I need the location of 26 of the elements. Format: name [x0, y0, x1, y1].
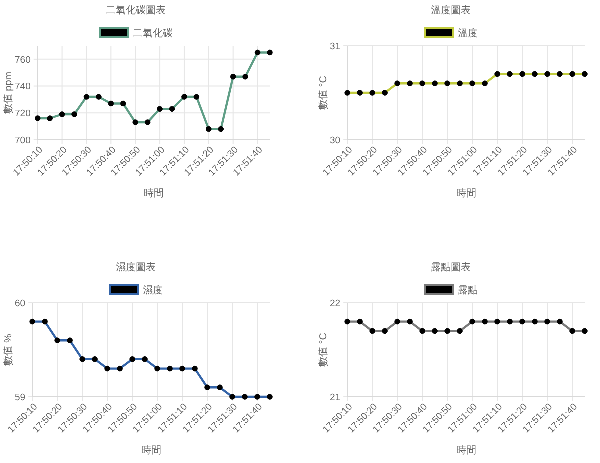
y-tick-label: 22 [330, 298, 341, 310]
chart-title: 濕度圖表 [116, 262, 156, 274]
y-tick-label: 21 [330, 392, 341, 404]
x-axis-title: 時間 [141, 444, 162, 456]
y-tick-label: 59 [15, 392, 26, 404]
chart-title: 露點圖表 [431, 262, 471, 274]
y-axis-title: 數值 ppm [2, 72, 14, 114]
y-tick-label: 60 [15, 298, 26, 310]
legend-label: 二氧化碳 [133, 28, 173, 40]
legend-label: 溫度 [458, 28, 478, 40]
x-axis-title: 時間 [456, 188, 476, 200]
legend-label: 露點 [458, 284, 478, 296]
y-tick-label: 760 [15, 54, 31, 66]
legend-label: 濕度 [143, 284, 163, 296]
chart-title: 溫度圖表 [431, 4, 471, 16]
y-tick-label: 30 [330, 135, 341, 146]
y-axis-title: 數值 % [2, 334, 14, 366]
chart-title: 二氧化碳圖表 [106, 4, 166, 16]
x-axis-title: 時間 [456, 444, 476, 456]
x-axis-title: 時間 [144, 188, 164, 200]
y-tick-label: 740 [15, 82, 31, 93]
y-tick-label: 700 [15, 135, 31, 146]
y-tick-label: 31 [330, 41, 341, 52]
y-axis-title: 數值 °C [318, 76, 330, 110]
y-axis-title: 數值 °C [318, 333, 330, 367]
y-tick-label: 720 [15, 108, 31, 120]
